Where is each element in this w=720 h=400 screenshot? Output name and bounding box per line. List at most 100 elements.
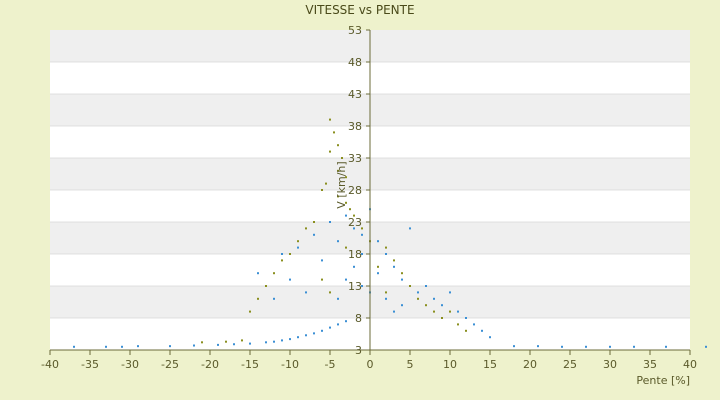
data-point	[329, 326, 331, 329]
data-point	[385, 297, 387, 300]
data-point	[705, 345, 707, 348]
data-point	[433, 310, 435, 313]
data-point	[297, 246, 299, 249]
data-point	[169, 345, 171, 348]
data-point	[321, 278, 323, 281]
data-point	[273, 340, 275, 343]
x-tick-label: 30	[603, 358, 617, 371]
data-point	[449, 310, 451, 313]
data-point	[321, 259, 323, 262]
data-point	[377, 265, 379, 268]
data-point	[289, 338, 291, 341]
data-point	[273, 272, 275, 275]
data-point	[385, 291, 387, 294]
y-tick-label: 48	[348, 56, 362, 69]
data-point	[537, 345, 539, 348]
y-tick-label: 13	[348, 280, 362, 293]
data-point	[449, 291, 451, 294]
data-point	[341, 157, 343, 159]
data-point	[561, 345, 563, 348]
data-point	[465, 329, 467, 332]
data-point	[349, 208, 351, 211]
data-point	[225, 340, 227, 343]
data-point	[305, 334, 307, 337]
data-point	[297, 240, 299, 243]
data-point	[361, 253, 363, 255]
data-point	[457, 323, 459, 326]
data-point	[325, 182, 327, 185]
data-point	[265, 285, 267, 287]
data-point	[249, 310, 251, 313]
data-point	[353, 227, 355, 230]
data-point	[337, 195, 339, 198]
data-point	[329, 150, 331, 153]
x-tick-label: 40	[683, 358, 697, 371]
chart-title: VITESSE vs PENTE	[305, 3, 414, 17]
data-point	[633, 345, 635, 348]
data-points	[73, 118, 707, 348]
data-point	[361, 227, 363, 230]
data-point	[345, 176, 347, 179]
data-point	[377, 272, 379, 275]
y-tick-label: 33	[348, 152, 362, 165]
data-point	[393, 310, 395, 313]
y-tick-label: 23	[348, 216, 362, 229]
x-tick-label: 5	[407, 358, 414, 371]
x-tick-label: 35	[643, 358, 657, 371]
axes: -40 -35 -30 -25 -20 -15 -10 -5 0 5 10 15 20 25 30 35 40 5…	[41, 24, 697, 371]
data-point	[385, 253, 387, 255]
y-tick-label: 43	[348, 88, 362, 101]
data-point	[289, 253, 291, 255]
x-tick-label: -5	[325, 358, 336, 371]
data-point	[417, 297, 419, 300]
data-point	[257, 272, 259, 275]
y-tick-label: 28	[348, 184, 362, 197]
data-point	[385, 246, 387, 249]
data-point	[337, 144, 339, 147]
data-point	[393, 259, 395, 262]
data-point	[345, 214, 347, 217]
data-point	[329, 291, 331, 294]
data-point	[313, 233, 315, 236]
data-point	[609, 345, 611, 348]
data-point	[345, 246, 347, 249]
y-tick-label: 53	[348, 24, 362, 37]
data-point	[193, 344, 195, 347]
data-point	[361, 233, 363, 236]
x-tick-label: 10	[443, 358, 457, 371]
data-point	[481, 329, 483, 332]
x-tick-label: 20	[523, 358, 537, 371]
data-point	[409, 227, 411, 230]
x-tick-label: 25	[563, 358, 577, 371]
y-tick-label: 8	[355, 312, 362, 325]
data-point	[105, 345, 107, 348]
data-point	[377, 240, 379, 243]
data-point	[321, 189, 323, 191]
data-point	[345, 320, 347, 323]
data-point	[73, 345, 75, 348]
data-point	[393, 265, 395, 268]
data-point	[401, 272, 403, 275]
data-point	[417, 291, 419, 294]
data-point	[233, 343, 235, 346]
data-point	[409, 285, 411, 287]
data-point	[465, 317, 467, 319]
data-point	[321, 329, 323, 332]
data-point	[425, 285, 427, 287]
data-point	[273, 297, 275, 300]
data-point	[305, 227, 307, 230]
data-point	[665, 345, 667, 348]
data-point	[281, 339, 283, 342]
data-point	[401, 278, 403, 281]
data-point	[329, 118, 331, 121]
data-point	[425, 304, 427, 307]
data-point	[313, 332, 315, 335]
data-point	[337, 323, 339, 326]
data-point	[297, 336, 299, 339]
x-tick-label: -10	[281, 358, 299, 371]
data-point	[305, 291, 307, 294]
y-axis-label: V [km/h]	[335, 161, 348, 208]
x-tick-label: -30	[121, 358, 139, 371]
data-point	[289, 278, 291, 281]
